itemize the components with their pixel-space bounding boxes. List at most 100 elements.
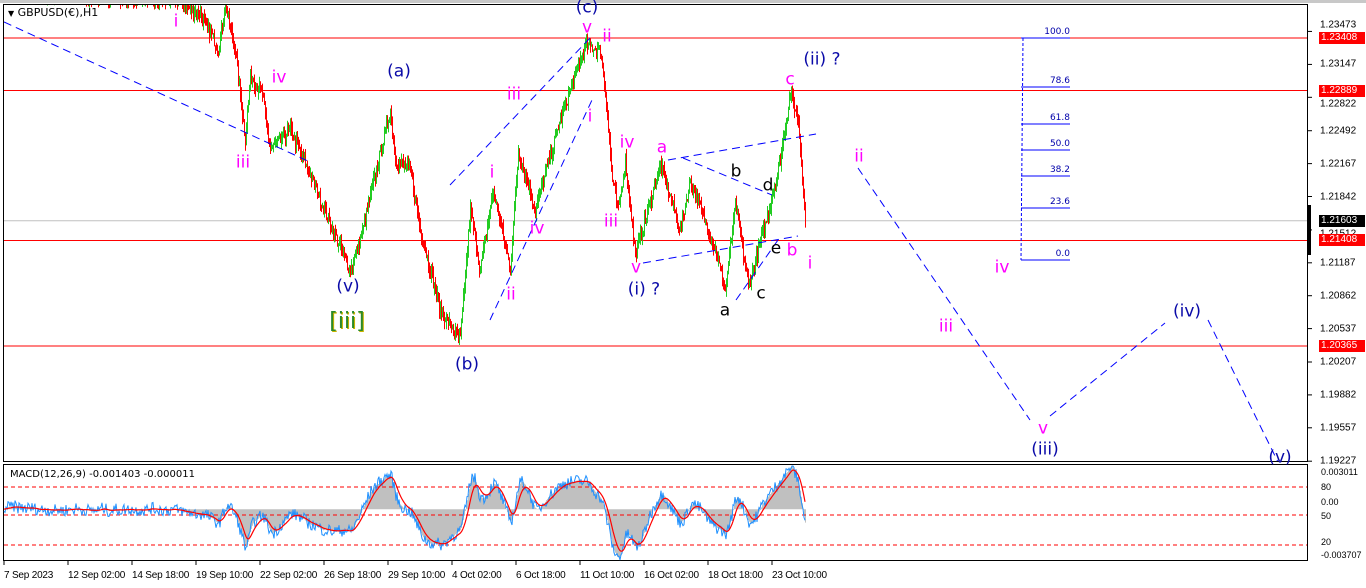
wave-label: i — [587, 106, 593, 127]
time-tick-label: 26 Sep 18:00 — [324, 570, 382, 581]
wave-label: d — [762, 175, 774, 196]
wave-trend-line — [4, 21, 311, 163]
macd-panel[interactable] — [3, 464, 1308, 561]
price-level-tag: 1.21408 — [1319, 234, 1365, 247]
wave-trend-line — [642, 235, 799, 264]
chart-title[interactable]: ▼ GBPUSD(€),H1 — [8, 6, 98, 19]
wave-label: iv — [271, 67, 287, 88]
wave-label: (iv) — [1172, 301, 1202, 322]
scroll-marker — [1308, 205, 1311, 255]
wave-trend-line — [1049, 322, 1166, 417]
wave-label: c — [756, 283, 766, 304]
wave-label: iii — [603, 211, 619, 232]
price-tick-label: 1.19557 — [1320, 422, 1357, 434]
wave-label: v — [630, 257, 642, 278]
wave-trend-line — [857, 167, 1031, 421]
time-tick-label: 7 Sep 2023 — [4, 570, 54, 581]
wave-label: iv — [529, 218, 545, 239]
fib-level-label: 78.6 — [1049, 76, 1070, 86]
price-tick-label: 1.20207 — [1320, 356, 1357, 368]
wave-label: (c) — [575, 0, 599, 18]
time-tick-label: 22 Sep 02:00 — [260, 570, 318, 581]
wave-trend-line — [667, 133, 817, 161]
price-tick-label: 1.23473 — [1320, 19, 1357, 31]
time-tick-label: 11 Oct 10:00 — [580, 570, 635, 581]
macd-zero-label: 0.00 — [1321, 497, 1339, 507]
wave-trend-line — [489, 99, 593, 321]
fib-vertical-line — [1020, 37, 1024, 261]
price-tick-label: 1.23147 — [1320, 58, 1357, 70]
fib-level-label: 100.0 — [1044, 27, 1070, 37]
wave-trend-line — [1207, 319, 1279, 461]
wave-label: ii — [854, 146, 864, 167]
time-tick-label: 4 Oct 02:00 — [452, 570, 502, 581]
wave-trend-line — [682, 157, 773, 196]
macd-signal-line — [3, 469, 806, 552]
time-tick-label: 6 Oct 18:00 — [516, 570, 566, 581]
fib-level-label: 23.6 — [1049, 197, 1070, 207]
wave-label: e — [770, 238, 782, 259]
time-tick-label: 12 Sep 02:00 — [68, 570, 126, 581]
wave-label: (iii) — [1031, 439, 1059, 460]
fib-level-label: 50.0 — [1049, 139, 1070, 149]
fib-level-label: 0.0 — [1055, 249, 1070, 259]
price-tick-label: 1.22492 — [1320, 125, 1357, 137]
time-tick-label: 23 Oct 10:00 — [772, 570, 827, 581]
macd-max-label: 0.003011 — [1321, 467, 1358, 477]
time-tick-label: 29 Sep 10:00 — [388, 570, 446, 581]
wave-label: a — [656, 137, 668, 158]
wave-label: i — [489, 162, 495, 183]
wave-label: iv — [619, 132, 635, 153]
wave-label: iii — [235, 152, 251, 173]
macd-line — [3, 465, 806, 561]
wave-label: iii — [506, 84, 522, 105]
wave-trend-line — [449, 37, 591, 186]
fib-level-label: 38.2 — [1049, 165, 1070, 175]
price-tick-label: 1.22822 — [1320, 98, 1357, 110]
price-chart-panel[interactable] — [3, 4, 1308, 462]
wave-label: iii — [938, 316, 954, 337]
price-tick-label: 1.20862 — [1320, 290, 1357, 302]
wave-label: (a) — [387, 61, 411, 82]
macd-title: MACD(12,26,9) -0.001403 -0.000011 — [10, 469, 195, 480]
wave-label: ii — [506, 284, 516, 305]
wave-label: a — [719, 300, 731, 321]
bid-price-tag: 1.21603 — [1319, 214, 1365, 227]
price-tick-label: 1.21187 — [1320, 257, 1356, 269]
wave-label: v — [581, 17, 593, 38]
macd-level-label: 50 — [1321, 511, 1332, 521]
wave-label: b — [786, 240, 798, 261]
wave-label: (v) — [1268, 447, 1292, 468]
wave-label: i — [173, 11, 179, 32]
price-level-tag: 1.23408 — [1319, 32, 1365, 44]
wave-label: (b) — [454, 354, 480, 375]
window-top-bar — [0, 0, 1366, 3]
time-tick-label: 16 Oct 02:00 — [644, 570, 699, 581]
price-tick-label: 1.19227 — [1320, 455, 1357, 467]
price-tick-label: 1.19882 — [1320, 389, 1357, 401]
macd-level-label: 80 — [1321, 482, 1332, 492]
symbol-label: GBPUSD(€),H1 — [17, 6, 99, 19]
price-tick-label: 1.22167 — [1320, 158, 1357, 170]
time-tick-label: 18 Oct 18:00 — [708, 570, 763, 581]
time-tick-label: 19 Sep 10:00 — [196, 570, 254, 581]
wave-label: (i) ? — [627, 279, 661, 300]
wave-label: (v) — [336, 276, 360, 297]
wave-label: v — [1037, 418, 1049, 439]
time-tick-label: 14 Sep 18:00 — [132, 570, 190, 581]
price-tick-label: 1.21842 — [1320, 191, 1357, 202]
price-level-tag: 1.22889 — [1319, 84, 1365, 97]
wave-label: i — [807, 253, 813, 274]
macd-level-label: 20 — [1321, 537, 1332, 547]
macd-min-label: -0.003707 — [1321, 550, 1362, 560]
wave-label: ii — [602, 26, 612, 47]
wave-label: c — [785, 69, 795, 90]
wave-label: iv — [994, 257, 1010, 278]
triangle-down-icon[interactable]: ▼ — [8, 9, 15, 18]
wave-label: [iii] — [329, 309, 365, 334]
price-tick-label: 1.20537 — [1320, 323, 1357, 335]
fib-level-label: 61.8 — [1049, 113, 1070, 123]
price-level-tag: 1.20365 — [1319, 340, 1365, 352]
